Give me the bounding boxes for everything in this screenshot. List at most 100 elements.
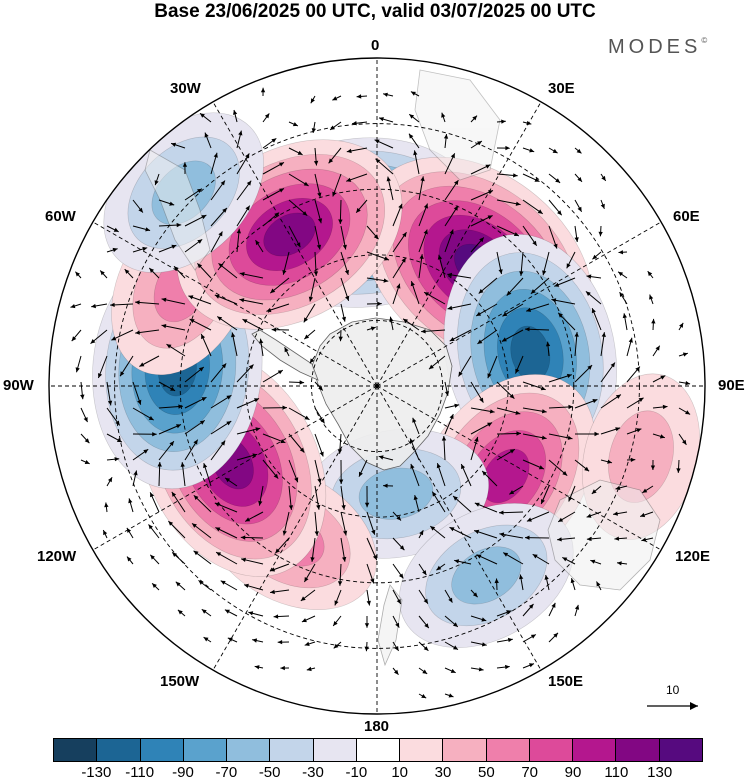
wind-vector xyxy=(132,381,142,405)
wind-vector xyxy=(288,225,301,248)
wind-vector xyxy=(441,112,446,123)
wind-vector xyxy=(210,207,228,227)
wind-vector xyxy=(652,345,661,357)
wind-vector xyxy=(509,485,524,495)
colorbar-tick-label: 10 xyxy=(391,764,408,781)
colorbar-tick-label: 110 xyxy=(604,764,629,781)
meridian-line xyxy=(92,385,378,551)
wind-vector xyxy=(158,404,183,409)
wind-vector xyxy=(494,578,499,591)
wind-vector xyxy=(340,225,347,250)
wind-vector xyxy=(600,199,605,209)
colorbar-swatch xyxy=(356,739,401,761)
meridian-line xyxy=(376,385,542,671)
wind-vector xyxy=(124,268,134,279)
wind-vector xyxy=(338,329,343,342)
wind-vector xyxy=(449,526,472,539)
colorbar-tick-label: -50 xyxy=(258,764,281,781)
wind-vector xyxy=(499,532,524,539)
wind-vector xyxy=(110,302,134,307)
pole-marker xyxy=(375,384,379,388)
wind-vector xyxy=(540,485,550,505)
lon-label-30e: 30E xyxy=(548,80,575,97)
wind-vector xyxy=(132,448,149,461)
wind-vector xyxy=(71,329,82,342)
polar-stereographic-map xyxy=(48,57,706,715)
wind-vector xyxy=(496,225,520,237)
wind-vector xyxy=(224,477,238,487)
wind-vector xyxy=(496,407,521,415)
wind-vector xyxy=(346,147,368,154)
wind-vector xyxy=(313,251,319,277)
wind-vector xyxy=(600,459,613,464)
wind-vector xyxy=(149,492,160,513)
wind-vector xyxy=(236,180,252,201)
wind-vector xyxy=(626,457,636,462)
meridian-line xyxy=(376,385,662,551)
colorbar-tick-label: 130 xyxy=(647,764,673,781)
wind-vector xyxy=(392,231,407,253)
colorbar-tick-label: 50 xyxy=(477,764,495,781)
wind-vector xyxy=(413,150,420,175)
wind-vector xyxy=(444,153,456,175)
wind-vector xyxy=(496,145,510,151)
wind-vector xyxy=(262,459,279,479)
wind-vector xyxy=(310,95,316,104)
wind-vector xyxy=(236,427,261,435)
wind-vector xyxy=(651,318,656,331)
wind-vector xyxy=(126,556,134,565)
wind-vector xyxy=(444,413,454,435)
wind-vector xyxy=(522,433,547,440)
wind-vector xyxy=(421,329,446,334)
wind-vector xyxy=(506,277,524,296)
lon-label-60e: 60E xyxy=(673,208,700,225)
wind-vector xyxy=(255,239,264,253)
wind-vector xyxy=(184,238,203,253)
wind-vector xyxy=(80,407,88,423)
lat-lon-grid xyxy=(49,58,705,714)
wind-vector xyxy=(166,343,186,357)
wind-vector xyxy=(617,271,628,279)
wind-vector xyxy=(168,520,186,539)
wind-vector xyxy=(236,364,254,383)
wind-vector xyxy=(575,431,599,437)
colorbar-swatch xyxy=(97,739,141,761)
wind-vector xyxy=(678,407,691,415)
wind-vector xyxy=(262,433,286,444)
reference-vector-arrow xyxy=(647,702,698,710)
wind-vector xyxy=(542,251,550,276)
wind-vector xyxy=(106,476,113,487)
wind-vector xyxy=(102,529,108,539)
wind-vector xyxy=(306,666,316,672)
wind-vector xyxy=(496,119,506,124)
wind-vector xyxy=(210,152,218,175)
wind-vector xyxy=(515,355,524,374)
wind-vector xyxy=(366,326,376,331)
wind-vector xyxy=(175,581,186,591)
wind-vector xyxy=(496,251,503,275)
colorbar-swatch xyxy=(183,739,228,761)
wind-vector xyxy=(309,355,316,364)
wind-vector xyxy=(544,574,550,591)
wind-vector xyxy=(410,281,420,305)
wind-vector xyxy=(184,419,206,435)
wind-vector xyxy=(340,277,350,301)
wind-vector xyxy=(378,117,394,123)
wind-vector xyxy=(487,355,498,379)
brand-name: MODES xyxy=(608,36,702,58)
wind-vector xyxy=(591,485,602,495)
wind-vector xyxy=(652,433,666,439)
wind-vector xyxy=(303,563,316,583)
wind-vector xyxy=(158,244,177,253)
wind-vector xyxy=(477,329,498,345)
wind-vector xyxy=(647,270,654,279)
wind-vector xyxy=(548,147,558,154)
wind-vector xyxy=(522,663,535,669)
colorbar-tick-label: -30 xyxy=(302,764,324,781)
wind-vector xyxy=(80,433,90,444)
lon-label-bottom: 180 xyxy=(364,718,390,735)
wind-vector xyxy=(148,524,160,539)
wind-vector xyxy=(548,373,572,383)
wind-vector xyxy=(626,428,642,435)
wind-vector xyxy=(522,147,535,153)
